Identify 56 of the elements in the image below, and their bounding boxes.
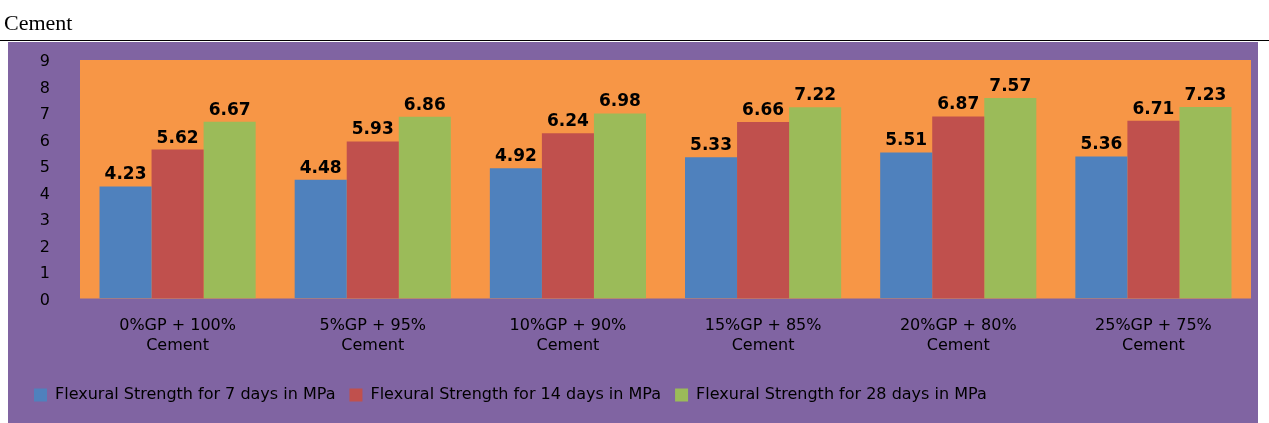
data-label: 5.62 bbox=[156, 126, 199, 147]
text: Cement bbox=[4, 10, 73, 35]
y-tick-label: 8 bbox=[39, 77, 50, 97]
y-tick-label: 4 bbox=[39, 183, 50, 203]
bar bbox=[294, 179, 347, 299]
y-tick-label: 7 bbox=[39, 104, 50, 124]
data-label: 6.67 bbox=[208, 98, 251, 119]
bar bbox=[151, 149, 204, 299]
bar bbox=[541, 133, 594, 299]
bar bbox=[203, 121, 256, 299]
legend-label: Flexural Strength for 7 days in MPa bbox=[55, 384, 336, 404]
bar bbox=[984, 97, 1037, 299]
y-tick-label: 0 bbox=[39, 289, 50, 309]
bar bbox=[593, 113, 646, 299]
data-label: 6.71 bbox=[1132, 97, 1175, 118]
y-tick-label: 6 bbox=[39, 130, 50, 150]
bar bbox=[932, 116, 985, 299]
bar bbox=[685, 157, 738, 299]
data-label: 5.51 bbox=[885, 129, 928, 150]
data-label: 5.93 bbox=[351, 118, 394, 139]
x-tick-label: 5%GP + 95% Cement bbox=[319, 315, 427, 354]
data-label: 7.57 bbox=[989, 74, 1032, 95]
x-tick-label: 10%GP + 90% Cement bbox=[509, 315, 627, 354]
bar bbox=[489, 168, 542, 299]
x-tick-label: 20%GP + 80% Cement bbox=[899, 315, 1017, 354]
data-label: 5.33 bbox=[690, 134, 733, 155]
x-tick-label: 0%GP + 100% Cement bbox=[119, 315, 236, 354]
data-label: 6.98 bbox=[598, 90, 641, 111]
y-tick-label: 3 bbox=[39, 210, 50, 230]
bar bbox=[99, 186, 152, 299]
bar bbox=[880, 152, 933, 299]
y-tick-label: 1 bbox=[39, 263, 50, 283]
bar bbox=[1127, 120, 1180, 299]
data-label: 4.48 bbox=[299, 156, 342, 177]
x-tick-label: 15%GP + 85% Cement bbox=[704, 315, 822, 354]
data-label: 7.22 bbox=[794, 84, 837, 105]
bar bbox=[737, 122, 790, 299]
bar bbox=[346, 141, 399, 299]
legend-label: Flexural Strength for 28 days in MPa bbox=[696, 384, 987, 404]
bar bbox=[1179, 106, 1232, 299]
data-label: 6.86 bbox=[403, 93, 446, 114]
data-label: 6.66 bbox=[742, 98, 785, 119]
data-label: 7.23 bbox=[1184, 83, 1227, 104]
data-label: 6.87 bbox=[937, 93, 980, 114]
y-tick-label: 5 bbox=[39, 157, 50, 177]
bar bbox=[1075, 156, 1128, 299]
data-label: 6.24 bbox=[546, 110, 590, 131]
bar bbox=[789, 107, 842, 299]
data-label: 4.23 bbox=[104, 163, 147, 184]
legend-label: Flexural Strength for 14 days in MPa bbox=[370, 384, 662, 404]
data-label: 5.36 bbox=[1080, 133, 1123, 154]
x-tick-label: 25%GP + 75% Cement bbox=[1095, 315, 1212, 354]
y-tick-label: 2 bbox=[39, 236, 50, 256]
bar bbox=[398, 116, 451, 299]
data-label: 4.92 bbox=[494, 145, 537, 166]
y-tick-label: 9 bbox=[39, 51, 50, 70]
